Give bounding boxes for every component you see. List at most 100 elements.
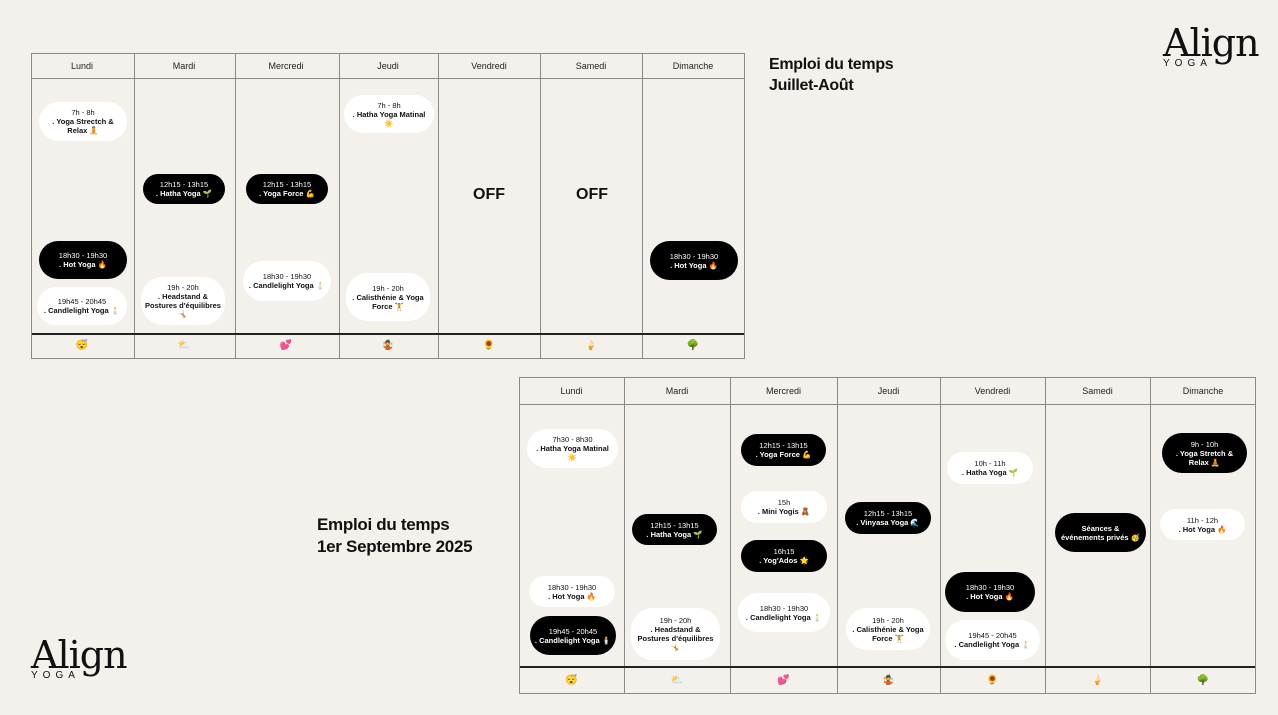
session-name: . Headstand & Postures d'équilibres 🤸 (637, 625, 714, 652)
september-emoji-mercredi: 💕 (777, 675, 790, 686)
session-time: 19h45 - 20h45 (968, 631, 1017, 640)
summer-title: Emploi du temps Juillet-Août (769, 54, 894, 96)
summer-day-header-samedi: Samedi (575, 61, 607, 71)
september-session-card[interactable]: 18h30 - 19h30 . Hot Yoga 🔥 (945, 572, 1035, 612)
september-session-card[interactable]: 19h - 20h . Headstand & Postures d'équil… (631, 608, 720, 660)
summer-emoji-vendredi: 🌻 (482, 340, 496, 351)
september-day-header-jeudi: Jeudi (877, 386, 900, 396)
september-emoji-lundi: 😴 (565, 675, 578, 686)
september-day-header-dimanche: Dimanche (1182, 386, 1224, 396)
september-session-card[interactable]: 9h - 10h . Yoga Stretch & Relax 🧘 (1162, 433, 1247, 473)
session-name: . Hot Yoga 🔥 (548, 591, 596, 601)
summer-session-card[interactable]: 7h - 8h . Yoga Strectch & Relax 🧘 (39, 102, 127, 141)
session-name: . Hatha Yoga 🌱 (646, 529, 703, 539)
september-session-card[interactable]: 16h15 . Yog'Ados 🌟 (741, 540, 827, 572)
summer-off-vendredi: OFF (473, 186, 505, 203)
september-session-card[interactable]: 12h15 - 13h15 . Vinyasa Yoga 🌊 (845, 502, 931, 534)
september-session-card[interactable]: 12h15 - 13h15 . Yoga Force 💪 (741, 434, 826, 466)
summer-day-header-vendredi: Vendredi (471, 61, 507, 71)
session-time: 18h30 - 19h30 (965, 583, 1015, 592)
session-name: . Vinyasa Yoga 🌊 (856, 518, 920, 527)
summer-emoji-jeudi: 🤹 (381, 340, 395, 351)
september-session-card[interactable]: 18h30 - 19h30 . Candlelight Yoga 🕯️ (738, 593, 830, 632)
session-time: 18h30 - 19h30 (759, 603, 809, 613)
session-name: . Hatha Yoga Matinal ☀️ (352, 109, 426, 128)
september-session-card[interactable]: 19h - 20h . Calisthénie & Yoga Force 🏋️ (846, 608, 930, 650)
september-day-header-mercredi: Mercredi (765, 386, 801, 396)
session-time: 10h - 11h (974, 459, 1006, 468)
session-name: . Candlelight Yoga 🕯️ (43, 306, 121, 315)
summer-session-card[interactable]: 12h15 - 13h15 . Hatha Yoga 🌱 (143, 174, 225, 204)
september-schedule-grid (519, 377, 1256, 694)
session-name: . Yoga Strectch & Relax 🧘 (52, 117, 114, 135)
session-time: 12h15 - 13h15 (863, 509, 913, 518)
logo-subtext: YOGA (31, 670, 80, 681)
session-name: . Candlelight Yoga 🕯️ (745, 612, 823, 622)
september-session-card[interactable]: 18h30 - 19h30 . Hot Yoga 🔥 (529, 576, 615, 607)
summer-session-card[interactable]: 19h - 20h . Calisthénie & Yoga Force 🏋️ (346, 273, 430, 321)
september-session-card[interactable]: Séances & événements privés 🥳 (1055, 513, 1146, 552)
session-name: . Yoga Force 💪 (259, 189, 315, 198)
september-day-header-lundi: Lundi (560, 386, 583, 396)
session-name: . Yoga Force 💪 (755, 450, 812, 459)
summer-session-card[interactable]: 18h30 - 19h30 . Candlelight Yoga 🕯️ (243, 261, 331, 301)
summer-session-card[interactable]: 18h30 - 19h30 . Hot Yoga 🔥 (39, 241, 127, 279)
september-day-header-samedi: Samedi (1082, 386, 1113, 396)
summer-session-card[interactable]: 12h15 - 13h15 . Yoga Force 💪 (246, 174, 328, 204)
summer-session-card[interactable]: 18h30 - 19h30 . Hot Yoga 🔥 (650, 241, 738, 280)
session-time: 18h30 - 19h30 (547, 582, 597, 592)
summer-schedule-grid (31, 53, 745, 359)
session-name: . Hatha Yoga 🌱 (155, 189, 213, 198)
session-time: 12h15 - 13h15 (650, 520, 699, 530)
september-emoji-dimanche: 🌳 (1196, 675, 1210, 686)
session-name: . Calisthénie & Yoga Force 🏋️ (852, 624, 924, 643)
session-name: . Calisthénie & Yoga Force 🏋️ (352, 292, 424, 311)
session-name: . Mini Yogis 🧸 (757, 507, 811, 516)
logo-wordmark: Align (31, 633, 128, 677)
session-time: 18h30 - 19h30 (669, 251, 719, 261)
session-name: Séances & événements privés 🥳 (1061, 523, 1140, 542)
session-time: 12h15 - 13h15 (262, 180, 312, 189)
session-name: . Hot Yoga 🔥 (670, 260, 718, 270)
session-time: 12h15 - 13h15 (759, 441, 808, 450)
session-name: . Candlelight Yoga 🕯️ (248, 281, 326, 290)
september-session-card[interactable]: 10h - 11h . Hatha Yoga 🌱 (947, 452, 1033, 484)
logo-bottom-left: Align YOGA (31, 636, 131, 682)
session-name: . Candlelight Yoga 🕯️ (954, 640, 1031, 649)
september-emoji-mardi: ⛅ (670, 675, 684, 686)
summer-day-header-mercredi: Mercredi (268, 61, 304, 71)
session-name: . Headstand & Postures d'équilibres 🤸 (145, 292, 221, 319)
session-name: . Hatha Yoga Matinal ☀️ (536, 444, 609, 462)
summer-session-card[interactable]: 7h - 8h . Hatha Yoga Matinal ☀️ (344, 95, 434, 133)
session-time: 15h (777, 498, 791, 507)
september-session-card[interactable]: 7h30 - 8h30 . Hatha Yoga Matinal ☀️ (527, 429, 618, 468)
summer-emoji-mercredi: 💕 (279, 340, 293, 351)
summer-day-header-mardi: Mardi (172, 61, 196, 71)
summer-emoji-samedi: 🍦 (584, 340, 598, 351)
session-time: 19h - 20h (167, 283, 199, 292)
session-name: . Yoga Stretch & Relax 🧘 (1175, 448, 1234, 467)
session-time: 12h15 - 13h15 (159, 180, 209, 189)
september-session-card[interactable]: 19h45 - 20h45 . Candlelight Yoga 🕯️ (530, 616, 616, 655)
summer-session-card[interactable]: 19h45 - 20h45 . Candlelight Yoga 🕯️ (37, 287, 127, 325)
session-name: . Hatha Yoga 🌱 (961, 468, 1019, 477)
session-time: 19h - 20h (872, 615, 904, 625)
session-time: 11h - 12h (1186, 515, 1219, 525)
summer-day-header-jeudi: Jeudi (377, 61, 399, 71)
session-time: 16h15 (773, 547, 795, 556)
summer-off-samedi: OFF (576, 186, 608, 203)
session-name: . Hot Yoga 🔥 (59, 260, 107, 269)
summer-day-header-lundi: Lundi (70, 61, 94, 71)
summer-session-card[interactable]: 19h - 20h . Headstand & Postures d'équil… (141, 277, 225, 325)
session-time: 7h - 8h (377, 100, 401, 110)
september-session-card[interactable]: 12h15 - 13h15 . Hatha Yoga 🌱 (632, 514, 717, 545)
session-time: 19h45 - 20h45 (548, 626, 598, 636)
session-time: 19h - 20h (659, 616, 692, 625)
september-session-card[interactable]: 19h45 - 20h45 . Candlelight Yoga 🕯️ (945, 620, 1040, 660)
session-time: 7h - 8h (71, 108, 95, 117)
session-name: . Yog'Ados 🌟 (759, 556, 809, 565)
summer-emoji-mardi: ⛅ (177, 340, 191, 351)
september-session-card[interactable]: 11h - 12h . Hot Yoga 🔥 (1160, 509, 1245, 540)
september-session-card[interactable]: 15h . Mini Yogis 🧸 (741, 491, 827, 523)
september-emoji-samedi: 🍦 (1091, 675, 1104, 686)
